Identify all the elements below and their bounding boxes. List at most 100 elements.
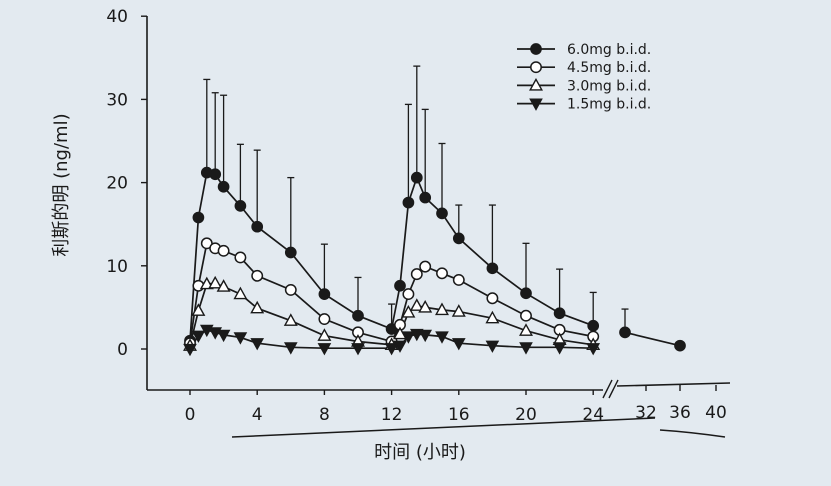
legend-label: 4.5mg b.i.d. bbox=[567, 60, 651, 76]
x-axis-line-after-break bbox=[616, 382, 731, 387]
data-point-6-0mg-b-i-d bbox=[436, 207, 448, 220]
data-point-6-0mg-b-i-d bbox=[486, 262, 499, 275]
data-point-6-0mg-b-i-d bbox=[587, 319, 600, 332]
x-tick-label: 12 bbox=[381, 405, 403, 425]
data-point-4-5mg-b-i-d bbox=[217, 244, 230, 257]
data-point-4-5mg-b-i-d bbox=[251, 269, 264, 282]
axis-break-mark bbox=[602, 379, 613, 399]
data-point-6-0mg-b-i-d bbox=[352, 309, 364, 322]
data-point-1-5mg-b-i-d bbox=[250, 338, 265, 351]
x-tick-label: 4 bbox=[252, 405, 263, 425]
series-line-6-0mg-b-i-d-after-break bbox=[624, 331, 681, 347]
axes bbox=[146, 16, 731, 438]
data-point-4-5mg-b-i-d bbox=[520, 309, 532, 322]
axis-break-mark bbox=[608, 379, 619, 399]
data-point-1-5mg-b-i-d bbox=[393, 340, 407, 353]
data-point-6-0mg-b-i-d bbox=[209, 168, 222, 181]
data-point-4-5mg-b-i-d bbox=[318, 313, 331, 325]
data-point-6-0mg-b-i-d bbox=[192, 211, 205, 224]
data-point-6-0mg-b-i-d bbox=[553, 307, 566, 320]
data-point-6-0mg-b-i-d bbox=[234, 200, 247, 212]
data-point-1-5mg-b-i-d bbox=[216, 329, 231, 343]
data-point-1-5mg-b-i-d bbox=[485, 340, 500, 353]
data-point-1-5mg-b-i-d bbox=[183, 343, 197, 357]
data-point-6-0mg-b-i-d bbox=[520, 287, 532, 300]
legend-marker bbox=[529, 77, 543, 91]
data-point-6-0mg-b-i-d bbox=[318, 288, 331, 300]
x-axis-underline-stroke bbox=[659, 429, 726, 438]
data-point-1-5mg-b-i-d bbox=[586, 343, 601, 356]
x-axis-underline-stroke bbox=[231, 417, 656, 438]
x-tick-label: 16 bbox=[448, 405, 470, 425]
axis-ticks: 0 10 20 30 40 0 4 8 12 16 20 24 32 36 40 bbox=[106, 7, 726, 425]
data-point-3-0mg-b-i-d bbox=[233, 286, 248, 300]
data-point-4-5mg-b-i-d bbox=[452, 273, 465, 286]
error-bars bbox=[203, 65, 629, 333]
data-point-1-5mg-b-i-d bbox=[418, 329, 433, 343]
data-point-1-5mg-b-i-d bbox=[409, 328, 424, 342]
legend-marker bbox=[529, 98, 543, 111]
data-point-6-0mg-b-i-d bbox=[452, 232, 465, 245]
data-point-6-0mg-b-i-d bbox=[217, 180, 230, 193]
data-point-6-0mg-b-i-d bbox=[619, 326, 631, 339]
data-point-6-0mg-b-i-d bbox=[284, 246, 297, 259]
data-point-1-5mg-b-i-d bbox=[351, 343, 365, 356]
data-point-3-0mg-b-i-d bbox=[519, 323, 533, 336]
data-point-1-5mg-b-i-d bbox=[401, 331, 416, 344]
y-tick-label: 30 bbox=[106, 90, 128, 110]
legend: 6.0mg b.i.d. 4.5mg b.i.d. 3.0mg b.i.d. 1.5m… bbox=[517, 42, 651, 113]
data-point-1-5mg-b-i-d bbox=[233, 332, 248, 345]
data-point-4-5mg-b-i-d bbox=[402, 288, 415, 301]
data-point-1-5mg-b-i-d bbox=[283, 342, 298, 355]
data-point-6-0mg-b-i-d bbox=[674, 339, 686, 352]
data-point-1-5mg-b-i-d bbox=[191, 330, 206, 343]
x-tick-label: 36 bbox=[669, 403, 691, 423]
legend-label: 6.0mg b.i.d. bbox=[567, 42, 651, 58]
data-point-6-0mg-b-i-d bbox=[402, 196, 415, 209]
y-tick-label: 20 bbox=[106, 174, 128, 194]
data-point-3-0mg-b-i-d bbox=[485, 310, 500, 324]
x-tick-label: 20 bbox=[515, 405, 537, 425]
x-tick-label: 8 bbox=[319, 405, 330, 425]
data-point-3-0mg-b-i-d bbox=[401, 304, 416, 318]
y-tick-label: 10 bbox=[106, 257, 128, 277]
y-axis-title: 利斯的明 (ng/ml) bbox=[51, 113, 72, 256]
data-point-3-0mg-b-i-d bbox=[409, 298, 424, 311]
legend-marker bbox=[530, 43, 542, 55]
x-tick-label: 40 bbox=[705, 403, 727, 423]
data-point-6-0mg-b-i-d bbox=[410, 171, 423, 184]
data-point-3-0mg-b-i-d bbox=[216, 279, 231, 292]
data-point-4-5mg-b-i-d bbox=[486, 292, 499, 305]
data-point-3-0mg-b-i-d bbox=[435, 302, 449, 316]
data-point-6-0mg-b-i-d bbox=[419, 191, 432, 204]
data-point-3-0mg-b-i-d bbox=[317, 328, 332, 341]
y-tick-label: 0 bbox=[117, 340, 128, 360]
data-point-4-5mg-b-i-d bbox=[234, 251, 247, 264]
data-point-3-0mg-b-i-d bbox=[283, 313, 298, 326]
data-point-1-5mg-b-i-d bbox=[451, 338, 466, 351]
data-point-6-0mg-b-i-d bbox=[251, 220, 264, 233]
data-point-4-5mg-b-i-d bbox=[436, 267, 448, 280]
legend-marker bbox=[530, 61, 542, 74]
data-point-4-5mg-b-i-d bbox=[284, 283, 297, 296]
data-point-1-5mg-b-i-d bbox=[384, 343, 399, 356]
data-point-1-5mg-b-i-d bbox=[317, 343, 332, 356]
data-point-3-0mg-b-i-d bbox=[451, 304, 466, 317]
series-markers bbox=[183, 166, 686, 357]
series-lines bbox=[189, 171, 681, 350]
x-axis-title: 时间 (小时) bbox=[374, 442, 466, 463]
data-point-3-0mg-b-i-d bbox=[418, 299, 433, 313]
x-tick-label: 0 bbox=[185, 405, 196, 425]
x-tick-label: 32 bbox=[635, 403, 657, 423]
y-tick-label: 40 bbox=[106, 7, 128, 27]
data-point-4-5mg-b-i-d bbox=[410, 268, 423, 281]
data-point-3-0mg-b-i-d bbox=[191, 303, 206, 316]
data-point-1-5mg-b-i-d bbox=[552, 342, 567, 355]
data-point-1-5mg-b-i-d bbox=[519, 342, 533, 355]
data-point-4-5mg-b-i-d bbox=[419, 260, 432, 273]
data-point-6-0mg-b-i-d bbox=[394, 279, 406, 292]
data-point-3-0mg-b-i-d bbox=[208, 275, 223, 289]
x-tick-label: 24 bbox=[582, 405, 604, 425]
